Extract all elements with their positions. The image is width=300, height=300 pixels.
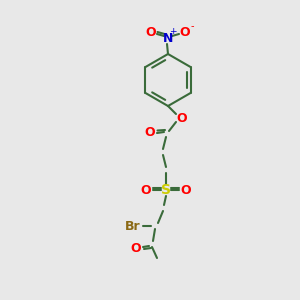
Text: N: N bbox=[163, 32, 173, 44]
Text: O: O bbox=[141, 184, 151, 196]
Text: O: O bbox=[131, 242, 141, 254]
Text: O: O bbox=[177, 112, 187, 124]
Text: S: S bbox=[161, 183, 171, 197]
Text: -: - bbox=[190, 21, 194, 31]
Text: O: O bbox=[145, 125, 155, 139]
Text: O: O bbox=[146, 26, 156, 38]
Text: Br: Br bbox=[125, 220, 141, 232]
Text: O: O bbox=[181, 184, 191, 196]
Text: O: O bbox=[180, 26, 190, 38]
Text: +: + bbox=[169, 26, 177, 35]
